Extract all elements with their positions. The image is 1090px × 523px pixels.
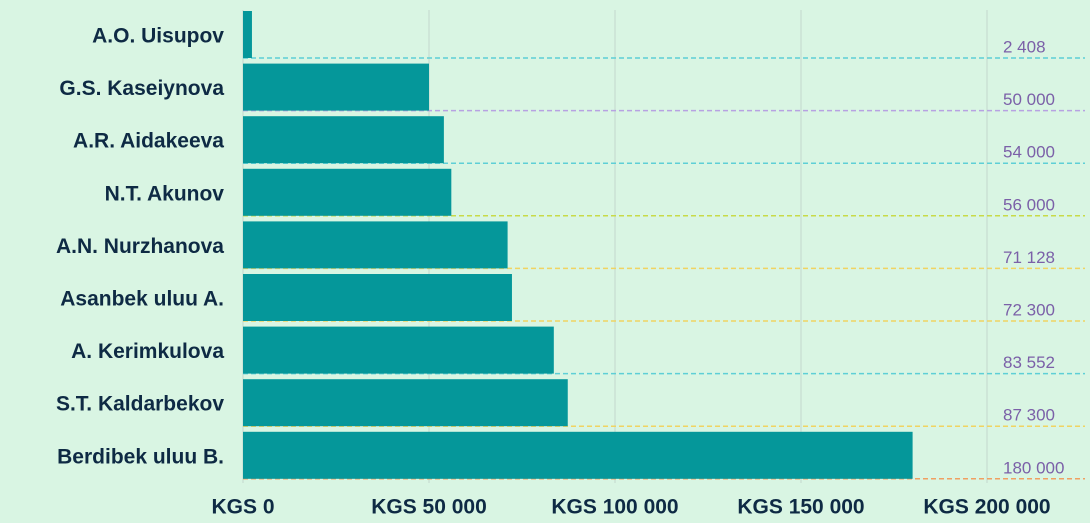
- value-label: 72 300: [1003, 300, 1055, 319]
- value-label: 2 408: [1003, 37, 1046, 56]
- category-label: Asanbek uluu A.: [60, 288, 224, 311]
- bar: [243, 379, 568, 427]
- x-tick-label: KGS 50 000: [371, 496, 487, 519]
- bar: [243, 63, 429, 111]
- bar: [243, 326, 554, 374]
- bar: [243, 431, 913, 479]
- category-label: N.T. Akunov: [105, 182, 225, 205]
- category-label: S.T. Kaldarbekov: [56, 393, 224, 416]
- x-tick-label: KGS 150 000: [737, 496, 864, 519]
- value-label: 83 552: [1003, 353, 1055, 372]
- category-label: Berdibek uluu B.: [57, 445, 224, 468]
- x-tick-label: KGS 200 000: [923, 496, 1050, 519]
- category-label: A. Kerimkulova: [71, 340, 224, 363]
- bar: [243, 274, 512, 321]
- value-label: 54 000: [1003, 143, 1055, 162]
- value-label: 71 128: [1003, 248, 1055, 267]
- bar: [243, 168, 452, 216]
- category-label: G.S. Kaseiynova: [59, 77, 224, 100]
- bar: [243, 221, 508, 269]
- value-label: 50 000: [1003, 90, 1055, 109]
- category-label: A.N. Nurzhanova: [56, 235, 224, 258]
- bar: [243, 116, 444, 164]
- value-label: 87 300: [1003, 406, 1055, 425]
- x-tick-label: KGS 100 000: [551, 496, 678, 519]
- category-label: A.O. Uisupov: [92, 25, 224, 48]
- category-label: A.R. Aidakeeva: [73, 130, 224, 153]
- bar: [243, 11, 252, 58]
- x-tick-label: KGS 0: [211, 496, 274, 519]
- value-label: 56 000: [1003, 195, 1055, 214]
- value-label: 180 000: [1003, 458, 1064, 477]
